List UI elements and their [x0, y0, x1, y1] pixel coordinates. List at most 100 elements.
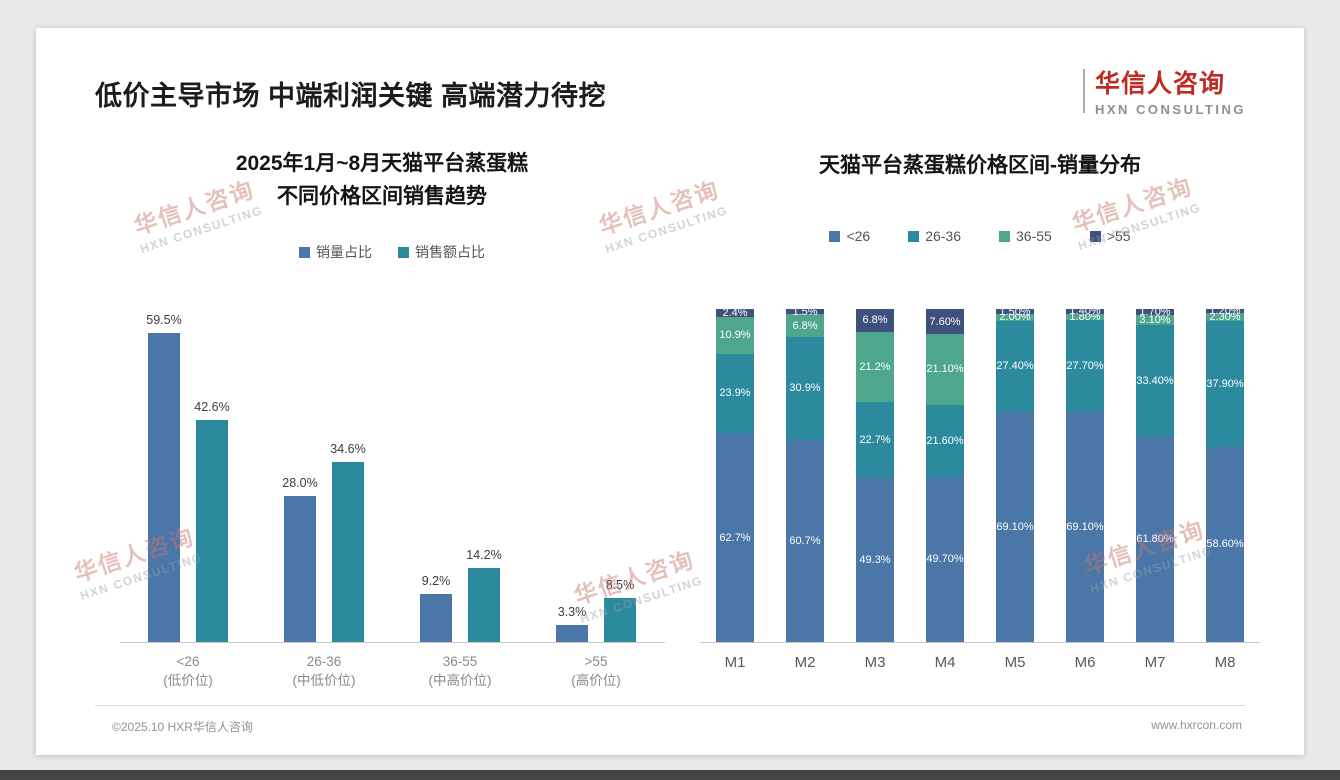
- x-axis-label: <26 (低价位): [120, 649, 256, 691]
- right-x-axis: M1 M2 M3 M4 M5 M6 M7 M8: [700, 649, 1260, 671]
- logo-tagline: HXN CONSULTING: [1094, 102, 1246, 117]
- bar: [420, 594, 452, 642]
- bar-segment: 2.00%: [996, 311, 1034, 323]
- segment-value-label: 69.10%: [996, 520, 1034, 533]
- logo-divider: [1082, 68, 1085, 113]
- chart-title-line: 不同价格区间销售趋势: [277, 184, 487, 208]
- legend-label: 销量占比: [316, 244, 372, 260]
- bar-value-label: 3.3%: [557, 605, 587, 619]
- bar-segment: 60.7%: [786, 439, 824, 642]
- bar: [332, 462, 364, 642]
- bar-segment: 2.4%: [716, 307, 754, 320]
- left-x-axis: <26 (低价位) 26-36 (中低价位) 36-55 (中高价位) >55 (高价位): [120, 649, 665, 691]
- bar-segment: 69.10%: [996, 411, 1034, 642]
- left-chart-title: 2025年1月~8月天猫平台蒸蛋糕 不同价格区间销售趋势: [112, 148, 652, 213]
- bar-segment: 1.5%: [786, 306, 824, 318]
- segment-value-label: 21.10%: [926, 363, 964, 376]
- segment-value-label: 62.7%: [719, 531, 751, 544]
- bar-value-label: 28.0%: [282, 476, 318, 490]
- bar-segment: 6.8%: [786, 314, 824, 338]
- bar-segment: 37.90%: [1206, 320, 1244, 447]
- segment-value-label: 49.3%: [859, 553, 891, 566]
- segment-value-label: 1.20%: [1209, 305, 1241, 318]
- page-title: 低价主导市场 中端利润关键 高端潜力待挖: [95, 81, 607, 111]
- legend-swatch: [829, 230, 841, 242]
- bar-segment: 21.60%: [926, 404, 964, 477]
- x-axis-label-line: >55: [584, 654, 608, 669]
- logo-text: 华信人咨询 HXN CONSULTING: [1095, 64, 1246, 117]
- x-axis-label-line: <26: [176, 654, 200, 669]
- bar-segment: 27.40%: [996, 320, 1034, 412]
- bar-segment: 62.7%: [716, 433, 754, 642]
- company-logo: 华信人咨询 HXN CONSULTING: [1082, 64, 1246, 117]
- left-chart-legend: 销量占比 销售额占比: [132, 242, 652, 262]
- segment-value-label: 1.70%: [1139, 305, 1171, 318]
- segment-value-label: 2.4%: [722, 307, 748, 320]
- grouped-bar-plot: 59.5% 42.6% 28.0% 34.6% 9.2% 14.2% 3.3% 8.5%: [120, 268, 665, 643]
- stacked-bar: 69.10% 27.70% 1.80% 1.40%: [1066, 305, 1104, 642]
- x-axis-label-line: (中高价位): [428, 672, 492, 688]
- bar-segment: 58.60%: [1206, 446, 1244, 642]
- x-axis-label-line: (高价位): [571, 672, 621, 688]
- chart-title-line: 2025年1月~8月天猫平台蒸蛋糕: [235, 152, 529, 175]
- legend-label: 26-36: [925, 228, 961, 244]
- segment-value-label: 27.40%: [996, 360, 1034, 373]
- bar-segment: 6.8%: [856, 309, 894, 332]
- bar-segment: 1.40%: [1066, 305, 1104, 317]
- bar-value-label: 9.2%: [421, 574, 451, 588]
- bar: [468, 568, 500, 642]
- segment-value-label: 21.60%: [926, 434, 964, 447]
- bar-segment: 30.9%: [786, 337, 824, 440]
- bar: [284, 496, 316, 642]
- stacked-bar: 69.10% 27.40% 2.00% 1.50%: [996, 306, 1034, 642]
- footer-website: www.hxrcon.com: [1151, 718, 1242, 732]
- segment-value-label: 69.10%: [1066, 520, 1104, 533]
- segment-value-label: 2.30%: [1209, 310, 1241, 323]
- segment-value-label: 21.2%: [859, 360, 891, 373]
- bar-segment: 7.60%: [926, 309, 964, 335]
- chart-title-line: 天猫平台蒸蛋糕价格区间-销量分布: [819, 154, 1141, 177]
- bar-segment: 1.50%: [996, 306, 1034, 318]
- footer-copyright: ©2025.10 HXR华信人咨询: [112, 720, 253, 734]
- legend-label: >55: [1106, 228, 1131, 244]
- legend-label: 销售额占比: [415, 244, 485, 260]
- segment-value-label: 58.60%: [1206, 538, 1244, 551]
- logo-company-name: 华信人咨询: [1094, 70, 1225, 98]
- x-axis-label: M7: [1144, 654, 1166, 671]
- legend-swatch: [1089, 230, 1101, 242]
- segment-value-label: 1.5%: [792, 305, 818, 318]
- watermark-text-en: HXN CONSULTING: [1076, 200, 1203, 254]
- right-chart-title: 天猫平台蒸蛋糕价格区间-销量分布: [700, 150, 1260, 183]
- segment-value-label: 6.8%: [862, 314, 888, 327]
- x-axis-label: M6: [1074, 654, 1096, 671]
- bar-value-label: 8.5%: [605, 578, 635, 592]
- bar-segment: 10.9%: [716, 317, 754, 354]
- segment-value-label: 33.40%: [1136, 374, 1174, 387]
- segment-value-label: 61.80%: [1136, 533, 1174, 546]
- x-axis-label: 26-36 (中低价位): [256, 649, 392, 691]
- bar: [604, 598, 636, 642]
- legend-item: 26-36: [908, 228, 961, 244]
- slide: 华信人咨询 HXN CONSULTING 华信人咨询 HXN CONSULTING 华信…: [36, 28, 1304, 755]
- bar-segment: 27.70%: [1066, 319, 1104, 412]
- bar-segment: 2.30%: [1206, 310, 1244, 323]
- x-axis-label: 36-55 (中高价位): [392, 649, 528, 691]
- bar-segment: 49.3%: [856, 477, 894, 642]
- x-axis-label: >55 (高价位): [528, 649, 664, 691]
- legend-swatch: [999, 230, 1010, 242]
- segment-value-label: 37.90%: [1206, 377, 1244, 390]
- legend-item: 36-55: [999, 228, 1052, 244]
- x-axis-label: M4: [934, 654, 956, 671]
- segment-value-label: 30.9%: [789, 382, 821, 395]
- segment-value-label: 27.70%: [1066, 359, 1104, 372]
- x-axis-label: M5: [1004, 654, 1026, 671]
- stacked-bar-plot: 62.7% 23.9% 10.9% 2.4% 60.7% 30.9% 6.8% 1.5% 49.…: [700, 305, 1260, 643]
- segment-value-label: 10.9%: [719, 329, 751, 342]
- bar: [196, 420, 228, 642]
- bar: [556, 625, 588, 642]
- segment-value-label: 60.7%: [789, 534, 821, 547]
- segment-value-label: 22.7%: [859, 434, 891, 447]
- segment-value-label: 1.80%: [1069, 310, 1101, 323]
- x-axis-label: M8: [1214, 654, 1236, 671]
